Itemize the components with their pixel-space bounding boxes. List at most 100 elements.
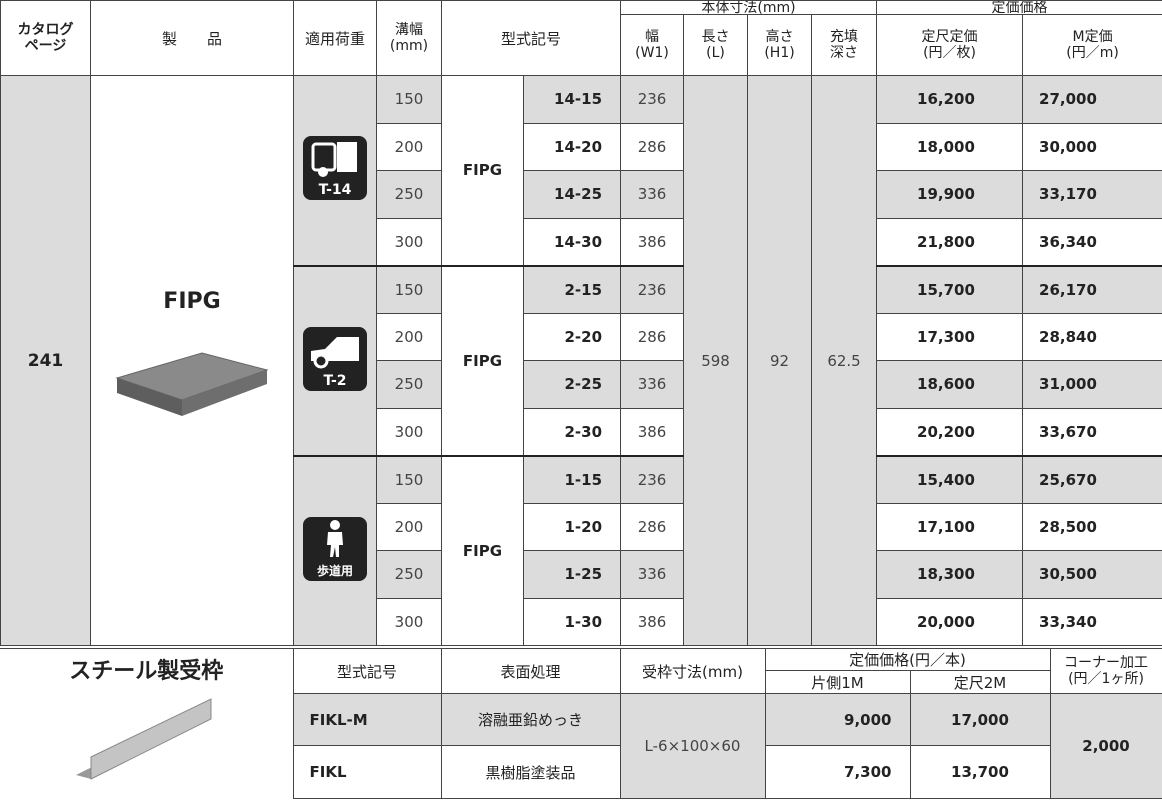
table-row: カタログ ページ製 品適用荷重 溝幅 (mm) 型式記号 本体寸法(mm) 定価価格 xyxy=(0,0,1162,76)
w1-cell: 286 xyxy=(620,502,685,551)
header-cell: 型式記号 xyxy=(440,0,622,76)
header-cell: 製 品 xyxy=(90,0,294,76)
cell-text: (円／枚) xyxy=(923,45,976,61)
w1-cell: 236 xyxy=(620,75,685,124)
cell-text: コーナー加工 xyxy=(1064,655,1148,671)
m-price: 33,670 xyxy=(1022,407,1162,456)
table-row: 200 14-20 286 18,000 30,000 xyxy=(1,122,1162,171)
unit-price: 18,000 xyxy=(876,122,1024,171)
l-cell: 598 xyxy=(683,75,749,646)
header-cell: 定尺2M xyxy=(909,670,1051,694)
icon-label: T-2 xyxy=(323,373,346,389)
width-cell: 150 xyxy=(376,75,442,124)
unit-price: 15,400 xyxy=(876,455,1024,504)
m-price: 30,000 xyxy=(1022,122,1162,171)
load-icon: T-2 xyxy=(303,326,367,391)
cell-text: 定尺定価 xyxy=(921,29,978,45)
width-cell: 250 xyxy=(376,360,442,409)
w1-cell: 236 xyxy=(620,455,685,504)
model-suffix: 1-25 xyxy=(522,550,622,599)
width-cell: 150 xyxy=(376,455,442,504)
unit-price: 21,800 xyxy=(876,217,1024,266)
unit-price: 18,600 xyxy=(876,360,1024,409)
model-suffix: 14-15 xyxy=(522,75,622,124)
standard-price: 13,700 xyxy=(909,745,1051,799)
w1-cell: 286 xyxy=(620,312,685,361)
cell-text: 幅 xyxy=(645,29,660,45)
cell-text: 高さ xyxy=(765,29,794,45)
m-price: 26,170 xyxy=(1022,265,1162,314)
frame-size: L-6×100×60 xyxy=(619,693,766,799)
load-icon-cell: 歩道用 xyxy=(293,455,377,646)
header-cell: 適用荷重 xyxy=(293,0,377,76)
cell-text: (mm) xyxy=(389,38,429,54)
width-cell: 300 xyxy=(376,407,442,456)
one-side-price: 9,000 xyxy=(764,693,911,746)
cell-text: ページ xyxy=(24,38,67,54)
icon-label: 歩道用 xyxy=(317,563,353,578)
model-suffix: 1-15 xyxy=(522,455,622,504)
model-suffix: 1-20 xyxy=(522,502,622,551)
cell-text: 充填 xyxy=(830,29,859,45)
model-suffix: 1-30 xyxy=(522,597,622,646)
grating-side xyxy=(117,378,182,416)
table-row: 250 2-25 336 18,600 31,000 xyxy=(1,360,1162,409)
table-row: FIKL-M 溶融亜鉛めっき L-6×100×60 9,000 17,000 2,000 xyxy=(0,693,1162,799)
load-icon-cell: T-2 xyxy=(293,265,377,456)
header-cell: コーナー加工 (円／1ヶ所) xyxy=(1049,648,1162,694)
cell-text: (L) xyxy=(706,45,725,61)
shape xyxy=(337,142,357,173)
cell-text: スチール製受枠 xyxy=(69,659,224,684)
shape xyxy=(318,167,328,178)
table-row: スチール製受枠 型式記号 表面処理 受枠寸法(mm) 定価価格(円／本) コーナー加工 (円… xyxy=(0,648,1162,799)
load-icon: 歩道用 xyxy=(303,516,367,581)
load-icon: T-14 xyxy=(303,136,367,201)
m-price: 33,340 xyxy=(1022,597,1162,646)
cell-text: 深さ xyxy=(830,45,859,61)
frame-product: スチール製受枠 xyxy=(0,648,293,799)
frame-finish: 黒樹脂塗装品 xyxy=(440,745,621,799)
grating-side xyxy=(182,370,267,416)
corner-price: 2,000 xyxy=(1049,693,1162,799)
table-row: 200 1-20 286 17,100 28,500 xyxy=(1,502,1162,551)
cell-text: 長さ xyxy=(701,29,730,45)
cell-text: (H1) xyxy=(764,45,795,61)
w1-cell: 336 xyxy=(620,360,685,409)
model-suffix: 2-30 xyxy=(522,407,622,456)
width-cell: 250 xyxy=(376,550,442,599)
frame-finish: 溶融亜鉛めっき xyxy=(440,693,621,746)
m-price: 36,340 xyxy=(1022,217,1162,266)
frame-table: スチール製受枠 型式記号 表面処理 受枠寸法(mm) 定価価格(円／本) コーナー加工 (円… xyxy=(0,648,1162,799)
m-price: 28,840 xyxy=(1022,312,1162,361)
header-cell: 高さ (H1) xyxy=(747,14,813,76)
unit-price: 20,000 xyxy=(876,597,1024,646)
header-cell: 定価価格(円／本) xyxy=(764,648,1051,671)
table-row: 250 1-25 336 18,300 30,500 xyxy=(1,550,1162,599)
standard-price: 17,000 xyxy=(909,693,1051,746)
frame-model: FIKL xyxy=(292,745,442,799)
cell-text: M定価 xyxy=(1072,29,1113,45)
m-price: 27,000 xyxy=(1022,75,1162,124)
table-row: 241 FIPG T-14 150 FIPG 14-15 236 598 92 62.5 16,20… xyxy=(0,75,1162,646)
header-cell: M定価 (円／m) xyxy=(1022,14,1162,76)
table-row: 幅 (W1) 長さ (L) 高さ (H1) 充填 深さ 定尺定価 (円／枚) M定価 (円／m) xyxy=(1,14,1162,76)
one-side-price: 7,300 xyxy=(764,745,911,799)
w1-cell: 386 xyxy=(620,407,685,456)
table-row: FIKL 黒樹脂塗装品 7,300 13,700 xyxy=(0,745,1162,799)
width-cell: 200 xyxy=(376,122,442,171)
header-cell: 表面処理 xyxy=(440,648,621,694)
m-price: 28,500 xyxy=(1022,502,1162,551)
m-price: 25,670 xyxy=(1022,455,1162,504)
icon-bg xyxy=(303,516,367,581)
header-cell: 定尺定価 (円／枚) xyxy=(876,14,1024,76)
load-icon-cell: T-14 xyxy=(293,75,377,266)
unit-price: 16,200 xyxy=(876,75,1024,124)
header-cell: カタログ ページ xyxy=(0,0,91,76)
model-suffix: 2-15 xyxy=(522,265,622,314)
unit-price: 20,200 xyxy=(876,407,1024,456)
width-cell: 250 xyxy=(376,170,442,219)
width-cell: 200 xyxy=(376,502,442,551)
w1-cell: 386 xyxy=(620,217,685,266)
shape xyxy=(330,519,340,530)
